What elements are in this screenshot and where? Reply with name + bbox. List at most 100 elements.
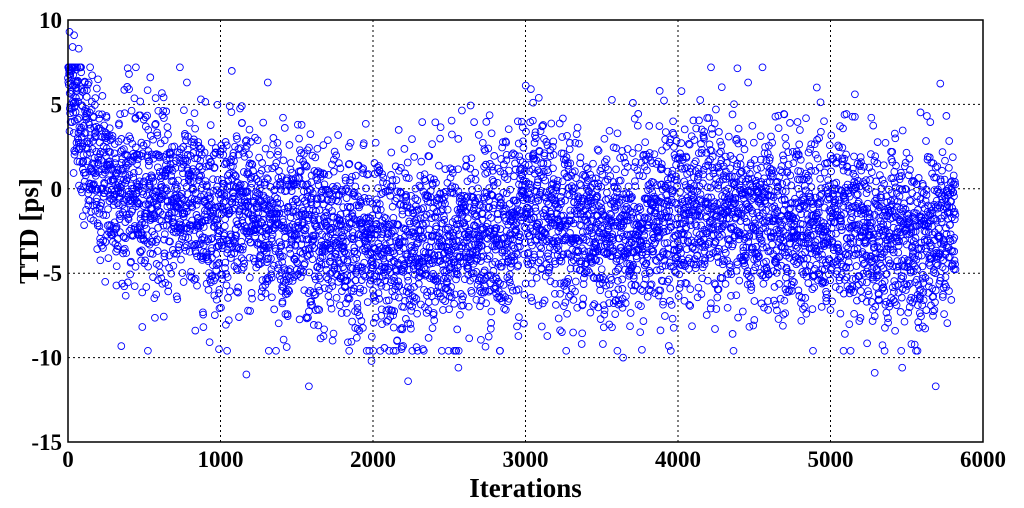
data-point xyxy=(295,134,303,143)
data-point xyxy=(97,199,106,208)
data-point xyxy=(118,201,127,209)
data-point xyxy=(138,149,147,158)
data-point xyxy=(199,310,208,319)
data-point xyxy=(319,185,327,194)
data-point xyxy=(163,197,172,205)
data-point xyxy=(132,63,140,72)
data-point xyxy=(76,144,84,153)
data-point xyxy=(262,275,270,284)
data-point xyxy=(426,174,435,182)
data-point xyxy=(96,256,105,265)
data-point xyxy=(206,121,215,129)
data-point xyxy=(119,246,128,255)
data-point xyxy=(182,207,191,216)
data-point xyxy=(270,305,279,314)
data-point xyxy=(261,144,270,153)
data-point xyxy=(408,302,416,311)
data-point xyxy=(313,195,322,204)
data-point xyxy=(414,205,422,214)
data-point xyxy=(419,204,428,212)
data-point xyxy=(112,154,120,163)
data-point xyxy=(143,231,151,240)
data-point xyxy=(181,233,190,242)
data-point xyxy=(345,346,354,355)
data-point xyxy=(379,225,388,234)
data-point xyxy=(372,204,380,213)
data-point xyxy=(419,346,428,355)
data-point xyxy=(414,279,423,288)
data-point xyxy=(83,108,92,116)
data-point xyxy=(86,134,95,143)
data-point xyxy=(285,141,294,149)
data-point xyxy=(306,130,315,138)
data-point xyxy=(414,239,422,248)
data-point xyxy=(159,106,168,115)
data-point xyxy=(419,221,428,230)
data-point xyxy=(92,122,101,131)
data-point xyxy=(181,219,190,228)
data-point xyxy=(80,221,88,229)
data-point xyxy=(200,148,209,157)
data-point xyxy=(116,110,124,118)
data-point xyxy=(293,235,302,244)
data-point xyxy=(374,184,382,192)
data-point xyxy=(266,150,275,159)
data-point xyxy=(159,93,168,102)
data-point xyxy=(187,202,196,210)
data-point xyxy=(217,303,225,312)
data-point xyxy=(207,235,215,244)
data-point xyxy=(70,146,79,155)
data-point xyxy=(427,237,436,246)
data-point xyxy=(280,209,288,217)
data-point xyxy=(66,71,75,80)
data-point xyxy=(269,134,278,142)
data-point xyxy=(173,295,182,304)
data-point xyxy=(429,309,438,317)
data-point xyxy=(160,230,169,239)
data-point xyxy=(300,259,309,268)
data-point xyxy=(274,147,282,156)
data-point xyxy=(141,113,150,122)
data-point xyxy=(440,212,448,220)
data-point xyxy=(136,248,145,257)
data-point xyxy=(287,159,295,167)
data-point xyxy=(343,271,352,280)
data-point xyxy=(406,243,414,252)
data-point xyxy=(280,124,289,132)
data-point xyxy=(289,179,298,187)
data-point xyxy=(399,342,407,350)
data-point xyxy=(411,253,420,262)
data-point xyxy=(90,112,98,121)
data-point xyxy=(120,109,129,118)
data-point xyxy=(227,250,236,258)
data-point xyxy=(325,257,334,266)
data-point xyxy=(197,95,205,104)
data-point xyxy=(185,118,194,127)
data-point xyxy=(145,157,154,165)
data-point xyxy=(150,294,159,303)
data-point xyxy=(417,300,425,309)
data-point xyxy=(151,313,159,322)
data-point xyxy=(400,264,409,272)
data-point xyxy=(263,164,272,173)
data-point xyxy=(340,248,349,256)
data-point xyxy=(333,264,342,273)
data-point xyxy=(388,287,397,296)
data-point xyxy=(251,133,259,142)
data-point xyxy=(338,217,347,225)
data-point xyxy=(94,75,102,84)
data-point xyxy=(341,176,350,185)
data-point xyxy=(432,178,440,187)
data-point xyxy=(267,234,276,243)
data-point xyxy=(328,195,337,204)
data-point xyxy=(273,138,282,147)
data-point xyxy=(376,205,385,214)
data-point xyxy=(219,235,228,244)
data-point xyxy=(165,251,174,260)
data-point xyxy=(409,228,417,236)
data-point xyxy=(418,269,426,278)
data-point xyxy=(174,204,183,212)
data-point xyxy=(279,113,287,122)
data-point xyxy=(402,287,411,296)
data-point xyxy=(358,165,367,174)
